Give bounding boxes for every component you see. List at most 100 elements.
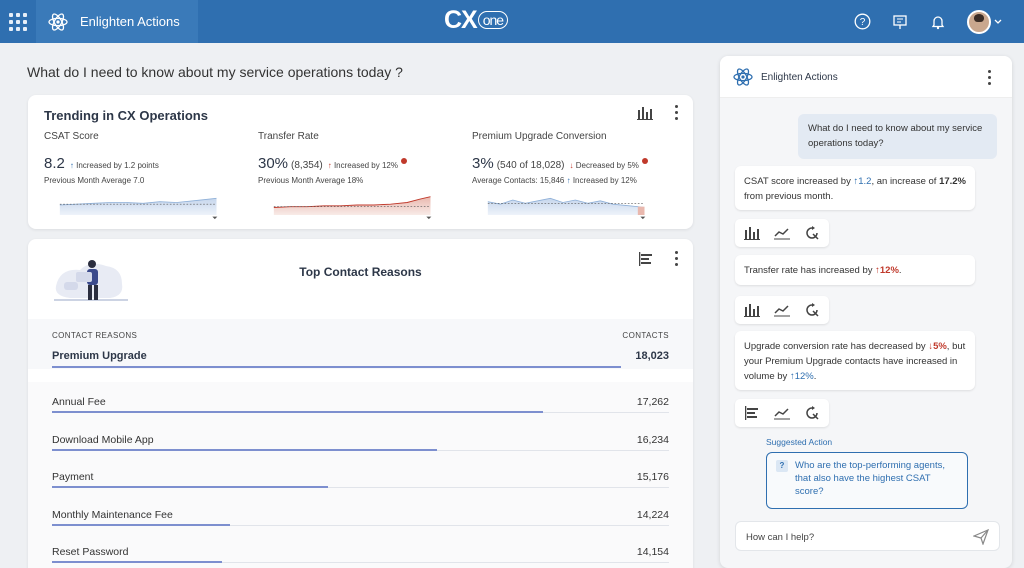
metric-previous: Previous Month Average 18% [258, 176, 364, 185]
reason-bar [52, 486, 328, 488]
send-icon[interactable] [973, 529, 989, 545]
table-row[interactable]: Reset Password 14,154 [52, 532, 669, 568]
reason-value: 14,154 [636, 546, 669, 558]
reasons-list: Annual Fee 17,262 Download Mobile App 16,23… [28, 382, 693, 568]
apps-button[interactable] [0, 0, 36, 43]
refresh-chart-icon[interactable] [799, 223, 825, 243]
metric-delta: Increased by 1.2 points [76, 161, 159, 170]
metric-delta: Increased by 12% [333, 161, 398, 170]
arrow-down-icon: ↓ [569, 161, 574, 170]
reason-label: Monthly Maintenance Fee [52, 508, 173, 521]
message-actions [735, 399, 829, 427]
metric-premium-upgrade[interactable]: Premium Upgrade Conversion 3% (540 of 18… [472, 131, 682, 185]
horizontal-bar-icon[interactable] [639, 251, 653, 266]
bar-chart-icon[interactable] [739, 223, 765, 243]
line-chart-icon[interactable] [769, 300, 795, 320]
metric-value: 30% [258, 155, 289, 172]
bell-icon[interactable] [929, 13, 947, 31]
chat-input[interactable] [746, 529, 966, 545]
page-question: What do I need to know about my service … [27, 64, 403, 80]
suggested-action-button[interactable]: ? Who are the top-performing agents, tha… [766, 452, 968, 509]
top-reason-bar [52, 366, 621, 368]
reason-value: 16,234 [636, 433, 669, 446]
chat-input-box [735, 521, 1000, 551]
metric-label: CSAT Score [44, 131, 99, 142]
line-chart-icon[interactable] [769, 223, 795, 243]
user-menu[interactable] [967, 9, 1002, 34]
chat-kebab-icon[interactable] [986, 70, 992, 85]
chat-title: Enlighten Actions [761, 72, 838, 83]
chat-header: Enlighten Actions [720, 56, 1012, 98]
bot-message-csat: CSAT score increased by ↑1.2, an increas… [735, 166, 975, 210]
person-illustration-icon [54, 260, 128, 301]
metric-csat[interactable]: CSAT Score 8.2 ↑ Increased by 1.2 points… [44, 131, 234, 185]
premium-sparkline [487, 197, 646, 220]
user-message: What do I need to know about my service … [798, 114, 997, 159]
message-actions [735, 219, 829, 247]
column-header-contacts: CONTACTS [622, 331, 669, 340]
bar-chart-icon[interactable] [739, 300, 765, 320]
reason-value: 17,262 [636, 396, 669, 408]
apps-grid-icon [9, 12, 27, 31]
reason-track [52, 524, 669, 526]
reason-track [52, 562, 669, 563]
metric-label: Premium Upgrade Conversion [472, 131, 607, 142]
reason-value: 14,224 [636, 508, 669, 521]
question-icon: ? [776, 460, 788, 472]
reason-bar [52, 448, 437, 451]
metric-label: Transfer Rate [258, 131, 319, 142]
reasons-table-header: CONTACT REASONS CONTACTS Premium Upgrade… [28, 319, 693, 369]
table-row[interactable]: Monthly Maintenance Fee 14,224 [52, 495, 669, 532]
column-header-reasons: CONTACT REASONS [52, 331, 138, 340]
metric-previous: Average Contacts: 15,846 ↑ Increased by … [472, 176, 637, 185]
table-row[interactable]: Download Mobile App 16,234 [52, 420, 669, 457]
reason-label: Payment [52, 471, 94, 483]
arrow-up-icon: ↑ [69, 161, 74, 170]
table-row[interactable]: Annual Fee 17,262 [52, 382, 669, 419]
metric-transfer-rate[interactable]: Transfer Rate 30% (8,354) ↑ Increased by… [258, 131, 448, 185]
chat-panel: Enlighten Actions What do I need to know… [720, 56, 1012, 568]
top-reason-value: 18,023 [635, 350, 669, 362]
avatar [967, 9, 991, 34]
trending-kebab-icon[interactable] [673, 105, 679, 120]
app-title: Enlighten Actions [80, 14, 180, 29]
refresh-chart-icon[interactable] [799, 300, 825, 320]
metric-delta: Decreased by 5% [575, 161, 639, 170]
contact-reasons-card: Top Contact Reasons CONTACT REASONS CONT… [28, 239, 693, 568]
metric-value: 8.2 [44, 155, 65, 172]
metric-value: 3% [472, 155, 494, 172]
svg-text:?: ? [859, 17, 865, 28]
atom-icon [48, 12, 68, 31]
reason-bar [52, 523, 230, 526]
top-bar: Enlighten Actions CX one ? [0, 0, 1024, 43]
refresh-chart-icon[interactable] [799, 403, 825, 423]
line-chart-icon[interactable] [769, 403, 795, 423]
chevron-down-icon [994, 19, 1002, 24]
app-brand[interactable]: Enlighten Actions [36, 0, 198, 43]
csat-sparkline [59, 197, 218, 220]
trending-title: Trending in CX Operations [44, 108, 208, 123]
help-icon[interactable]: ? [853, 13, 871, 31]
reason-track [52, 487, 669, 488]
horizontal-bar-icon[interactable] [739, 403, 765, 423]
reason-label: Download Mobile App [52, 433, 154, 446]
metric-count: (540 of 18,028) [496, 160, 565, 171]
bar-chart-icon[interactable] [637, 106, 653, 120]
trending-card: Trending in CX Operations CSAT Score 8.2… [28, 95, 693, 229]
alert-dot [641, 158, 648, 164]
bot-message-upgrade: Upgrade conversion rate has decreased by… [735, 331, 975, 390]
reason-bar [52, 561, 223, 563]
transfer-sparkline [273, 196, 432, 220]
arrow-up-icon: ↑ [327, 161, 332, 170]
presentation-icon[interactable] [891, 13, 909, 31]
message-actions [735, 296, 829, 324]
suggested-action-text: Who are the top-performing agents, that … [795, 460, 945, 497]
table-row[interactable]: Payment 15,176 [52, 457, 669, 494]
reason-label: Reset Password [52, 546, 129, 558]
bot-message-transfer: Transfer rate has increased by ↑12%. [735, 255, 975, 285]
metric-count: (8,354) [291, 160, 323, 171]
cxone-logo: CX one [444, 6, 509, 35]
reasons-kebab-icon[interactable] [673, 251, 679, 266]
suggested-action-label: Suggested Action [766, 437, 833, 447]
top-reason-label[interactable]: Premium Upgrade [52, 350, 147, 362]
